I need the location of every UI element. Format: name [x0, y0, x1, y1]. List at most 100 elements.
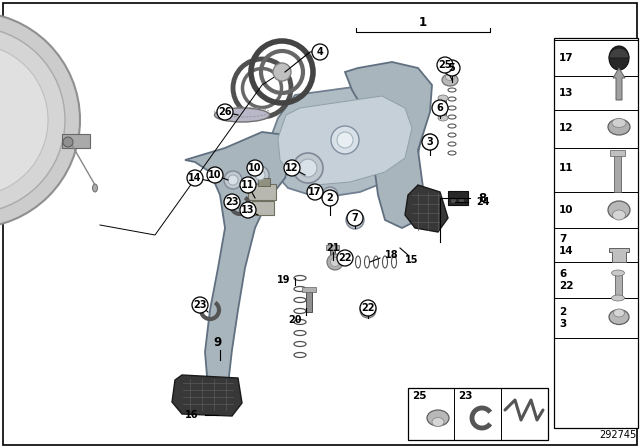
Bar	[248, 184, 276, 200]
Ellipse shape	[609, 310, 629, 324]
Text: 4: 4	[317, 47, 323, 57]
Text: 25: 25	[412, 391, 426, 401]
Ellipse shape	[337, 132, 353, 148]
Text: 23: 23	[458, 391, 472, 401]
Text: 9: 9	[214, 336, 222, 349]
Circle shape	[240, 177, 256, 193]
Text: 2: 2	[326, 193, 333, 203]
Text: 25: 25	[438, 60, 452, 70]
Circle shape	[322, 190, 338, 206]
Text: 11: 11	[559, 163, 573, 173]
Text: 10: 10	[248, 163, 262, 173]
Circle shape	[63, 137, 73, 147]
Ellipse shape	[255, 170, 265, 180]
Text: 14: 14	[188, 173, 202, 183]
Ellipse shape	[612, 119, 626, 128]
Circle shape	[422, 134, 438, 150]
Text: 3: 3	[427, 137, 433, 147]
Bar	[610, 150, 625, 156]
Bar	[451, 199, 456, 203]
Bar	[306, 290, 312, 312]
Text: 5: 5	[449, 63, 456, 73]
Circle shape	[217, 104, 233, 120]
Text: 12: 12	[559, 123, 573, 133]
Circle shape	[360, 300, 376, 316]
Text: 22: 22	[339, 253, 352, 263]
Circle shape	[307, 184, 323, 200]
Ellipse shape	[273, 63, 291, 81]
Text: 18: 18	[385, 250, 399, 260]
Text: 6: 6	[436, 103, 444, 113]
Text: 10: 10	[208, 170, 221, 180]
Ellipse shape	[608, 119, 630, 135]
Polygon shape	[345, 62, 432, 228]
Ellipse shape	[293, 153, 323, 183]
Text: 1: 1	[419, 16, 427, 29]
Text: 23: 23	[225, 197, 239, 207]
Text: 11: 11	[241, 180, 255, 190]
Circle shape	[437, 57, 453, 73]
Ellipse shape	[93, 184, 97, 192]
Bar	[440, 96, 446, 118]
Ellipse shape	[426, 138, 435, 146]
Circle shape	[247, 160, 263, 176]
Circle shape	[240, 202, 256, 218]
Text: 6
22: 6 22	[559, 269, 573, 291]
Text: 24: 24	[476, 197, 490, 207]
Polygon shape	[405, 185, 448, 232]
Circle shape	[312, 44, 328, 60]
Ellipse shape	[608, 201, 630, 219]
Bar	[326, 245, 339, 250]
Ellipse shape	[611, 295, 625, 301]
Ellipse shape	[251, 166, 269, 184]
Ellipse shape	[614, 309, 625, 317]
Ellipse shape	[350, 215, 360, 225]
Ellipse shape	[422, 134, 438, 150]
Ellipse shape	[330, 258, 339, 267]
Bar	[554, 38, 638, 428]
Bar	[302, 287, 316, 292]
Text: 10: 10	[559, 205, 573, 215]
Text: 17: 17	[308, 187, 322, 197]
Text: 21: 21	[326, 243, 340, 253]
Bar	[62, 134, 90, 148]
Ellipse shape	[224, 171, 242, 189]
Ellipse shape	[326, 190, 335, 199]
Text: 19: 19	[276, 275, 290, 285]
Text: 13: 13	[559, 88, 573, 98]
Circle shape	[444, 60, 460, 76]
Bar	[252, 201, 274, 215]
Circle shape	[0, 27, 65, 213]
Circle shape	[432, 100, 448, 116]
Ellipse shape	[442, 74, 458, 86]
Text: 13: 13	[241, 205, 255, 215]
Bar	[459, 199, 464, 203]
Ellipse shape	[445, 73, 454, 81]
Ellipse shape	[360, 302, 376, 318]
Text: 15: 15	[405, 255, 419, 265]
Text: 2
3: 2 3	[559, 307, 566, 329]
Ellipse shape	[327, 254, 343, 270]
Polygon shape	[609, 248, 629, 262]
Bar	[614, 154, 621, 192]
Ellipse shape	[438, 95, 448, 101]
Ellipse shape	[364, 306, 372, 314]
Text: 26: 26	[218, 107, 232, 117]
Text: 17: 17	[559, 53, 573, 63]
Circle shape	[347, 210, 363, 226]
Circle shape	[224, 194, 240, 210]
Text: 7: 7	[351, 213, 358, 223]
Ellipse shape	[612, 210, 625, 220]
Bar	[408, 388, 548, 440]
Circle shape	[337, 250, 353, 266]
Polygon shape	[278, 96, 412, 185]
Ellipse shape	[322, 187, 338, 203]
Ellipse shape	[432, 418, 444, 426]
Polygon shape	[172, 375, 242, 416]
Bar	[330, 248, 335, 268]
Wedge shape	[609, 48, 629, 58]
Circle shape	[0, 44, 48, 196]
Circle shape	[0, 12, 80, 228]
Text: 12: 12	[285, 163, 299, 173]
Ellipse shape	[609, 46, 629, 70]
